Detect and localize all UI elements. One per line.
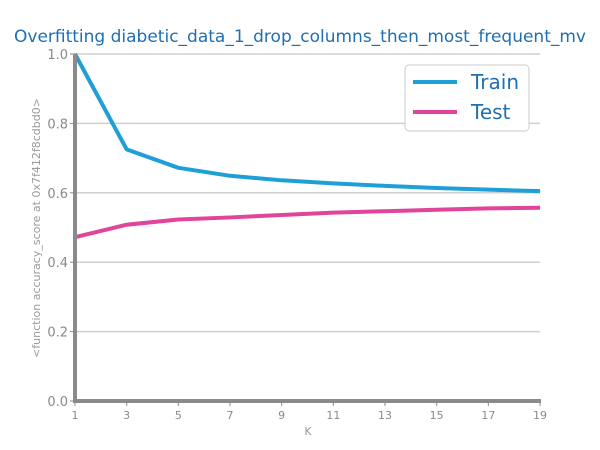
legend-label-train: Train [470,70,519,94]
x-tick-label: 15 [430,409,444,422]
y-tick-label: 0.6 [47,187,68,202]
data-point-test [384,210,386,212]
data-point-test [539,207,541,209]
data-point-test [126,224,128,226]
legend-label-test: Test [470,100,511,124]
data-point-train [487,189,489,191]
series-line-train [73,53,541,194]
data-point-test [229,216,231,218]
data-point-train [177,167,179,169]
y-tick-label: 0.0 [47,395,68,410]
x-tick-label: 7 [227,409,234,422]
data-point-train [229,175,231,177]
series-lines [73,53,541,240]
y-tick-label: 1.0 [47,48,68,63]
data-point-train [436,187,438,189]
data-point-test [177,219,179,221]
y-tick-label: 0.4 [47,256,68,271]
y-tick-label: 0.2 [47,326,68,341]
x-tick-label: 19 [533,409,547,422]
y-axis-label: <function accuracy_score at 0x7f412f8cdb… [30,98,43,358]
x-tick-label: 1 [72,409,79,422]
y-ticks: 0.0 0.2 0.4 0.6 0.8 1.0 [47,48,75,410]
data-point-train [384,185,386,187]
y-tick-label: 0.8 [47,117,68,132]
data-point-test [281,214,283,216]
x-ticks: 1 3 5 7 9 11 13 15 17 19 [72,401,547,422]
series-line-test [74,205,541,240]
x-axis-label: K [304,425,312,438]
x-tick-label: 13 [378,409,392,422]
chart-title: Overfitting diabetic_data_1_drop_columns… [14,27,586,47]
data-point-test [487,207,489,209]
data-point-train [126,148,128,150]
legend: Train Test [404,64,530,132]
x-tick-label: 3 [123,409,130,422]
x-tick-label: 11 [326,409,340,422]
x-tick-label: 5 [175,409,182,422]
x-tick-label: 17 [481,409,495,422]
x-tick-label: 9 [278,409,285,422]
data-point-train [332,182,334,184]
data-point-test [332,212,334,214]
data-point-train [281,179,283,181]
data-point-train [539,190,541,192]
data-point-test [436,209,438,211]
